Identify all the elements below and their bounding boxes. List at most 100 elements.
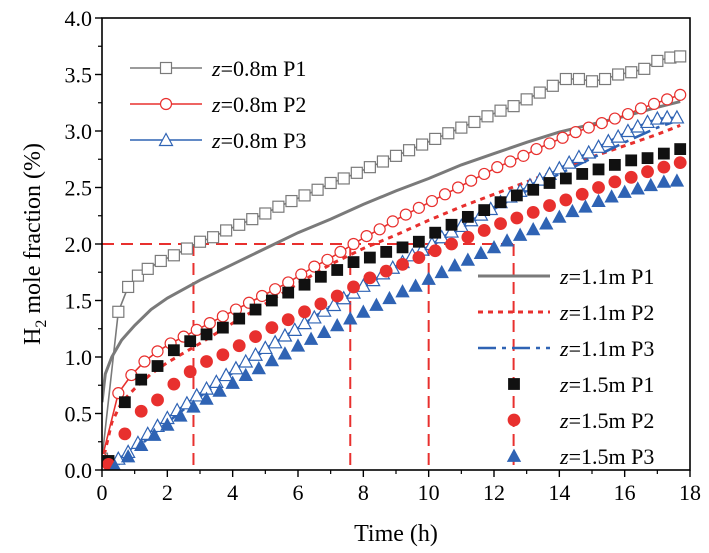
data-point bbox=[265, 321, 279, 335]
data-point bbox=[565, 203, 580, 218]
series-z-1-5m-p2 bbox=[102, 156, 687, 470]
x-tick-label: 14 bbox=[548, 480, 570, 505]
data-point bbox=[216, 321, 229, 334]
data-point bbox=[461, 230, 475, 244]
data-point bbox=[118, 396, 131, 409]
data-point bbox=[316, 324, 332, 339]
data-point bbox=[363, 161, 376, 174]
data-point bbox=[160, 417, 175, 431]
data-point bbox=[630, 118, 646, 133]
data-point bbox=[347, 280, 360, 294]
data-point bbox=[412, 201, 425, 214]
legend-marker bbox=[507, 413, 521, 427]
data-point bbox=[337, 172, 350, 185]
data-point bbox=[569, 126, 582, 139]
data-point bbox=[595, 116, 608, 130]
data-point bbox=[311, 183, 324, 196]
data-point bbox=[434, 264, 449, 279]
data-point bbox=[428, 244, 442, 258]
data-point bbox=[425, 194, 439, 208]
data-point bbox=[533, 86, 546, 99]
data-point bbox=[527, 183, 540, 196]
data-point bbox=[376, 155, 390, 168]
data-point bbox=[600, 133, 616, 148]
y-tick-label: 1.5 bbox=[65, 289, 93, 314]
legend-label-variable: z bbox=[211, 128, 221, 153]
data-point bbox=[125, 368, 138, 382]
data-point bbox=[395, 284, 410, 298]
legend-label-variable: z bbox=[211, 56, 221, 81]
data-point bbox=[674, 50, 687, 63]
legend-label-rest: =1.5m P3 bbox=[569, 444, 655, 469]
y-axis-title-rest: mole fraction (%) bbox=[20, 143, 46, 320]
data-point bbox=[641, 152, 654, 165]
legend-entry: z=1.5m P1 bbox=[508, 372, 654, 397]
data-point bbox=[438, 188, 452, 201]
x-tick-label: 4 bbox=[227, 480, 238, 505]
data-point bbox=[465, 174, 478, 187]
series-line bbox=[102, 124, 681, 465]
data-point bbox=[249, 303, 262, 316]
data-point bbox=[118, 427, 132, 441]
data-point bbox=[238, 353, 254, 368]
data-point bbox=[625, 154, 638, 167]
data-point bbox=[218, 367, 234, 382]
data-point bbox=[141, 262, 154, 275]
data-point bbox=[657, 147, 670, 160]
axis-ticks: 0 2 4 6 8 10 12 14 16 18 0.0 0.5 1.0 1.5 2.0 2.5 3.0 3.5 4… bbox=[65, 6, 702, 505]
data-point bbox=[604, 189, 619, 203]
data-point bbox=[186, 399, 201, 413]
data-point bbox=[647, 97, 661, 110]
data-point bbox=[517, 149, 530, 162]
data-point bbox=[592, 163, 605, 176]
data-point bbox=[248, 346, 264, 361]
data-point bbox=[451, 181, 465, 194]
data-point bbox=[396, 257, 409, 271]
data-point bbox=[486, 240, 502, 254]
data-point bbox=[445, 218, 458, 231]
data-point bbox=[356, 304, 371, 318]
data-point bbox=[135, 373, 148, 386]
data-point bbox=[255, 289, 269, 303]
data-point bbox=[526, 205, 540, 219]
legend-label: z=0.8m P2 bbox=[211, 92, 306, 117]
y-tick-label: 1.0 bbox=[65, 345, 93, 370]
legend: z=0.8m P1z=0.8m P2z=0.8m P3z=1.1m P1z=1.… bbox=[130, 56, 654, 469]
data-point bbox=[408, 278, 423, 292]
data-point bbox=[167, 344, 180, 357]
data-point bbox=[363, 271, 377, 285]
data-point bbox=[659, 109, 675, 124]
data-point bbox=[585, 75, 599, 88]
data-point bbox=[112, 305, 125, 318]
legend-marker bbox=[508, 378, 520, 390]
data-point bbox=[347, 237, 360, 251]
data-point bbox=[306, 309, 322, 324]
data-point bbox=[290, 338, 306, 352]
data-point bbox=[559, 172, 572, 185]
data-point bbox=[189, 387, 205, 402]
legend-marker bbox=[159, 61, 173, 75]
data-point bbox=[669, 109, 685, 124]
y-axis-title: H2 mole fraction (%) bbox=[20, 143, 50, 345]
data-point bbox=[259, 207, 272, 220]
legend-entry: z=1.5m P3 bbox=[506, 444, 655, 469]
data-point bbox=[546, 79, 559, 92]
data-point bbox=[216, 348, 230, 362]
data-point bbox=[661, 93, 674, 106]
y-tick-label: 2.5 bbox=[65, 176, 93, 201]
data-point bbox=[491, 161, 504, 174]
legend-label-rest: =0.8m P3 bbox=[221, 128, 307, 153]
legend-label: z=1.1m P2 bbox=[559, 300, 654, 325]
data-point bbox=[559, 72, 572, 86]
legend-label-rest: =1.1m P1 bbox=[569, 264, 655, 289]
legend-entry: z=1.1m P2 bbox=[478, 300, 654, 325]
data-point bbox=[251, 360, 266, 375]
data-point bbox=[233, 312, 246, 325]
legend-entry: z=0.8m P2 bbox=[130, 92, 306, 117]
data-point bbox=[190, 323, 203, 336]
data-point bbox=[674, 88, 687, 101]
data-point bbox=[373, 223, 386, 236]
data-point bbox=[180, 242, 194, 255]
data-point bbox=[112, 387, 125, 400]
data-point bbox=[298, 278, 311, 291]
